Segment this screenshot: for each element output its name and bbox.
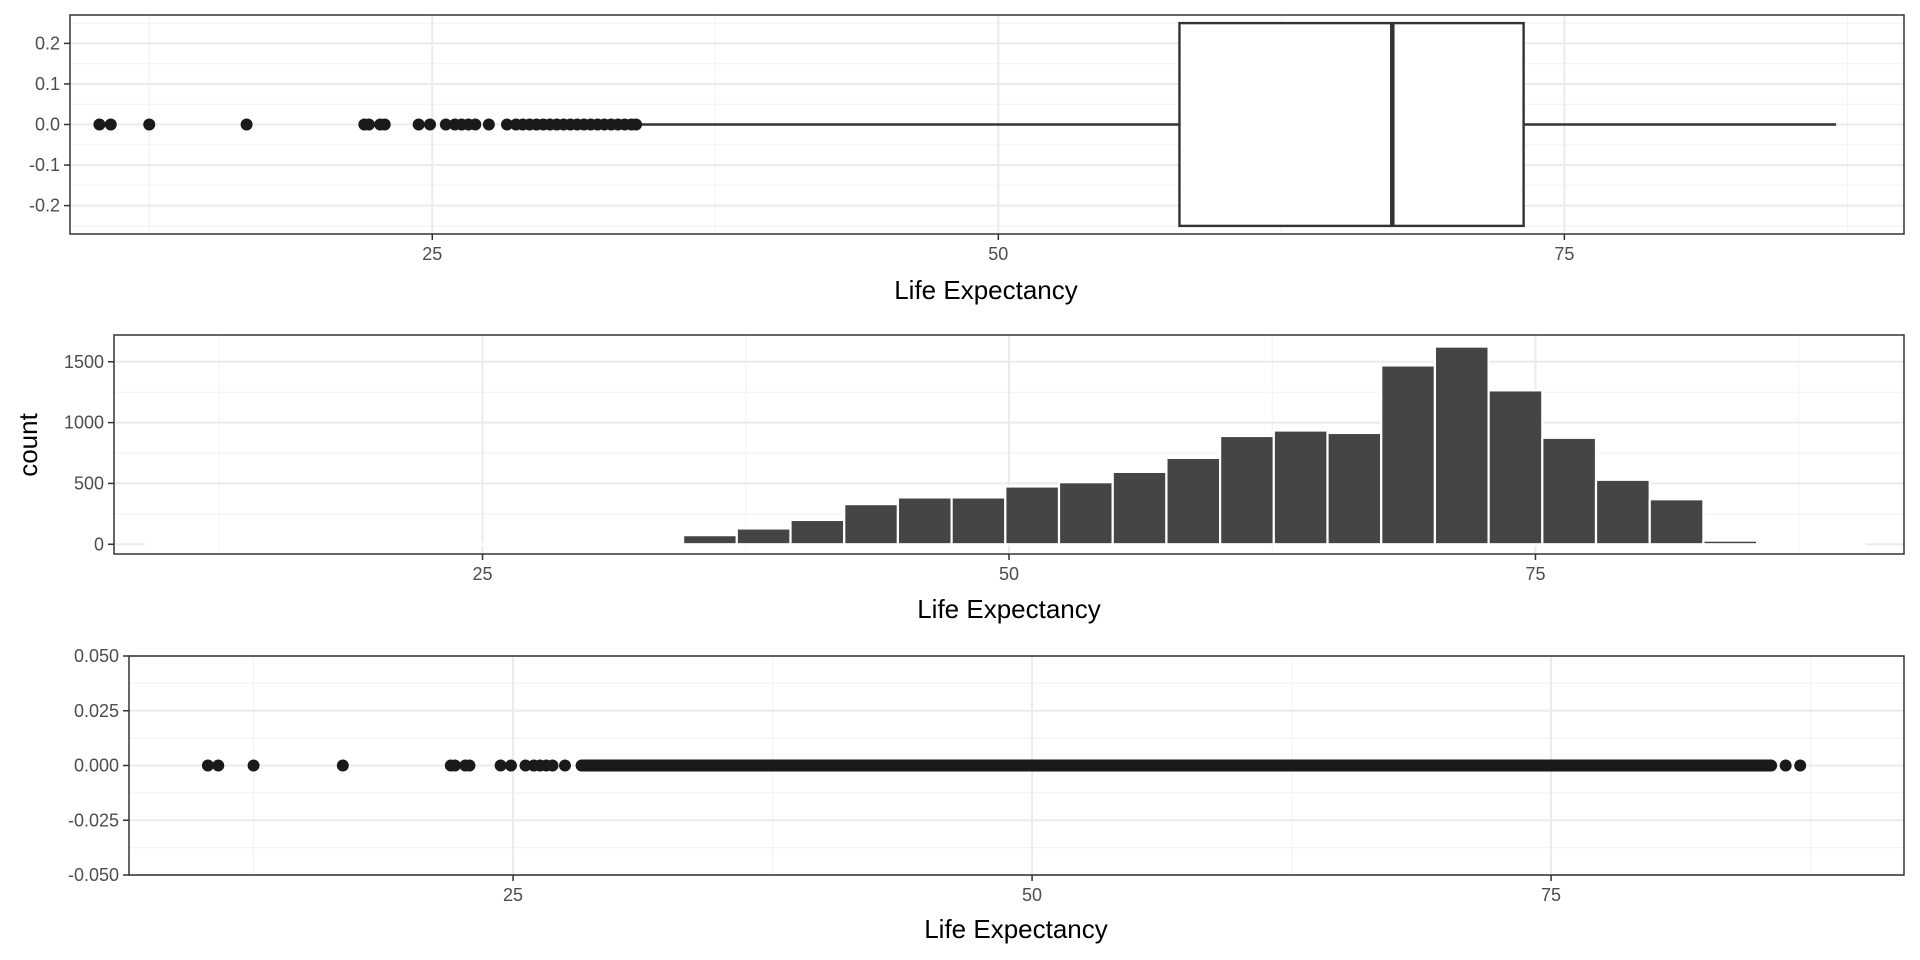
y-tick-label: -0.1 bbox=[29, 155, 60, 175]
histogram-bar bbox=[1272, 429, 1329, 546]
histogram-bar bbox=[950, 496, 1007, 546]
histogram-bar bbox=[1756, 542, 1812, 546]
outlier-point bbox=[93, 118, 106, 131]
scatter-point bbox=[336, 759, 349, 772]
y-tick-label: 0 bbox=[94, 534, 104, 554]
y-tick-label: 0.1 bbox=[35, 74, 60, 94]
x-axis-title: Life Expectancy bbox=[924, 914, 1108, 944]
outlier-point bbox=[469, 118, 482, 131]
y-tick-label: 1500 bbox=[64, 352, 104, 372]
scatter-point bbox=[494, 759, 507, 772]
boxplot-panel: Life Expectancy 25 50 75 -0.2 -0.1 0.0 0.1 0.2 bbox=[29, 14, 1905, 305]
box-iqr bbox=[1178, 21, 1525, 228]
y-tick-label: 0.2 bbox=[35, 33, 60, 53]
histogram-bar bbox=[1809, 543, 1866, 546]
x-tick-label: 75 bbox=[1554, 244, 1574, 264]
outlier-point bbox=[439, 118, 452, 131]
x-tick-label: 50 bbox=[988, 244, 1008, 264]
histogram-bar bbox=[574, 542, 631, 546]
histogram-panel: Life Expectancy count 25 50 75 0 500 1000 1500 bbox=[13, 334, 1905, 624]
y-axis-title: count bbox=[13, 412, 43, 476]
x-axis-title: Life Expectancy bbox=[917, 594, 1101, 624]
scatter-point bbox=[558, 759, 571, 772]
y-tick-label: 0.0 bbox=[35, 115, 60, 135]
x-tick-label: 25 bbox=[473, 564, 493, 584]
y-tick-label: -0.2 bbox=[29, 196, 60, 216]
histogram-bar bbox=[1648, 498, 1705, 546]
y-tick-label: 0.025 bbox=[74, 701, 119, 721]
dense-points-band bbox=[575, 759, 1778, 772]
histogram-bar bbox=[1057, 481, 1114, 546]
histogram-bar bbox=[145, 542, 201, 546]
outlier-point bbox=[143, 118, 156, 131]
histogram-bar bbox=[306, 543, 363, 546]
scatter-panel: Life Expectancy 25 50 75 -0.050 -0.025 0.000 0… bbox=[68, 646, 1905, 944]
y-tick-label: 1000 bbox=[64, 413, 104, 433]
outlier-point bbox=[240, 118, 253, 131]
histogram-bar bbox=[198, 543, 255, 546]
y-tick-label: 0.000 bbox=[74, 756, 119, 776]
outlier-point bbox=[630, 118, 643, 131]
histogram-bar bbox=[1487, 389, 1544, 546]
histogram-bar bbox=[789, 518, 846, 546]
histogram-bar bbox=[1111, 470, 1168, 546]
histogram-bar bbox=[1165, 456, 1222, 546]
x-tick-label: 50 bbox=[1022, 885, 1042, 905]
scatter-point bbox=[504, 759, 517, 772]
histogram-bar bbox=[413, 542, 470, 546]
histogram-bar bbox=[1219, 434, 1275, 546]
scatter-point bbox=[201, 759, 214, 772]
outlier-point bbox=[482, 118, 495, 131]
histogram-bar bbox=[520, 542, 577, 546]
histogram-bar bbox=[359, 543, 416, 546]
histogram-bar bbox=[735, 527, 792, 546]
histogram-bar bbox=[1594, 478, 1651, 546]
histogram-bar bbox=[1541, 436, 1598, 546]
outlier-point bbox=[500, 118, 513, 131]
scatter-point bbox=[1779, 759, 1792, 772]
outlier-point bbox=[378, 118, 391, 131]
y-tick-label: -0.025 bbox=[68, 810, 119, 830]
y-tick-label: 500 bbox=[74, 473, 104, 493]
x-tick-label: 50 bbox=[999, 564, 1019, 584]
outlier-point bbox=[104, 118, 117, 131]
histogram-bar bbox=[1004, 485, 1061, 546]
histogram-bar bbox=[628, 541, 685, 546]
scatter-point bbox=[247, 759, 260, 772]
x-axis-title: Life Expectancy bbox=[894, 275, 1078, 305]
histogram-bar bbox=[843, 503, 900, 546]
histogram-bar bbox=[1702, 539, 1759, 546]
histogram-bar bbox=[467, 542, 524, 546]
scatter-point bbox=[546, 759, 559, 772]
histogram-bar bbox=[682, 534, 738, 546]
scatter-point bbox=[448, 759, 461, 772]
histogram-bar bbox=[252, 543, 309, 546]
histogram-bar bbox=[1433, 345, 1490, 546]
scatter-point bbox=[212, 759, 225, 772]
x-tick-label: 25 bbox=[503, 885, 523, 905]
scatter-point bbox=[463, 759, 476, 772]
scatter-point bbox=[1794, 759, 1807, 772]
outlier-point bbox=[362, 118, 375, 131]
histogram-bar bbox=[896, 496, 953, 546]
outlier-point bbox=[424, 118, 437, 131]
histogram-bar bbox=[1380, 364, 1437, 546]
x-tick-label: 75 bbox=[1525, 564, 1545, 584]
x-tick-label: 25 bbox=[422, 244, 442, 264]
scatter-point bbox=[519, 759, 532, 772]
y-tick-label: -0.050 bbox=[68, 865, 119, 885]
outlier-point bbox=[412, 118, 425, 131]
x-tick-label: 75 bbox=[1541, 885, 1561, 905]
histogram-bar bbox=[1326, 431, 1383, 546]
y-tick-label: 0.050 bbox=[74, 646, 119, 666]
